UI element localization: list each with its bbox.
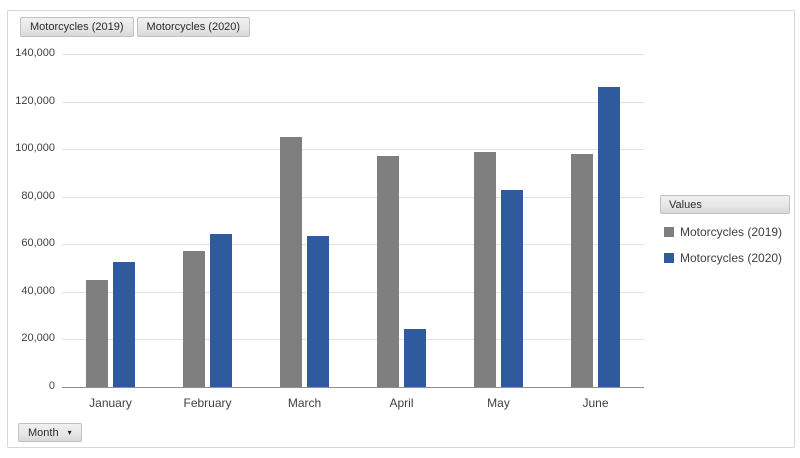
bar-motorcycles-2020-april[interactable]: [404, 328, 426, 387]
y-axis-tick-label: 0: [48, 380, 55, 392]
bar-motorcycles-2020-january[interactable]: [113, 262, 135, 387]
gridline: [62, 196, 644, 198]
chart-border-frame: [7, 10, 795, 448]
gridline: [62, 291, 644, 293]
x-axis-tick-label: March: [287, 396, 322, 410]
legend-swatch-motorcycles-2019: [664, 227, 674, 237]
field-button-motorcycles-2020[interactable]: Motorcycles (2020): [136, 17, 251, 37]
legend-swatch-motorcycles-2020: [664, 253, 674, 263]
x-axis-tick-label: June: [582, 396, 609, 410]
legend-item: Motorcycles (2019): [664, 219, 796, 245]
month-axis-field-button[interactable]: Month ▾: [18, 423, 82, 442]
plot-area: [62, 54, 644, 388]
field-buttons: Motorcycles (2019) Motorcycles (2020): [20, 17, 251, 37]
month-axis-field-label: Month: [28, 426, 59, 439]
gridline: [62, 54, 644, 55]
bar-motorcycles-2019-june[interactable]: [571, 153, 593, 387]
bar-motorcycles-2019-april[interactable]: [377, 156, 399, 387]
y-axis-tick-label: 140,000: [15, 47, 55, 59]
legend-item: Motorcycles (2020): [664, 245, 796, 271]
bar-motorcycles-2019-march[interactable]: [280, 137, 302, 387]
field-button-motorcycles-2019[interactable]: Motorcycles (2019): [20, 17, 134, 37]
gridline: [62, 149, 644, 151]
x-axis-tick-label: February: [183, 396, 232, 410]
bar-motorcycles-2020-march[interactable]: [307, 235, 329, 387]
y-axis-tick-label: 80,000: [21, 189, 55, 202]
x-axis-tick-label: April: [389, 396, 414, 410]
bar-motorcycles-2020-june[interactable]: [598, 87, 620, 387]
y-axis-tick-label: 20,000: [21, 332, 55, 345]
x-axis-tick-label: May: [487, 396, 510, 410]
legend-item-label: Motorcycles (2019): [680, 225, 783, 239]
bar-motorcycles-2020-may[interactable]: [501, 189, 523, 387]
bar-motorcycles-2019-january[interactable]: [86, 279, 108, 387]
y-axis-tick-label: 100,000: [15, 142, 55, 155]
bar-motorcycles-2019-may[interactable]: [474, 151, 496, 387]
x-axis-line: [62, 387, 644, 388]
bar-motorcycles-2019-february[interactable]: [183, 251, 205, 387]
x-axis-tick-label: January: [89, 396, 132, 410]
chevron-down-icon: ▾: [67, 427, 72, 437]
x-axis: January February March April May June: [62, 396, 644, 414]
y-axis-tick-label: 40,000: [21, 284, 55, 297]
gridline: [62, 244, 644, 246]
legend: Motorcycles (2019) Motorcycles (2020): [664, 219, 796, 271]
gridline: [62, 101, 644, 103]
gridline: [62, 339, 644, 341]
y-axis-tick-label: 120,000: [15, 94, 55, 107]
y-axis: 0 20,000 40,000 60,000 80,000 100,000 120,000 1…: [0, 47, 55, 392]
values-field-button[interactable]: Values: [660, 195, 790, 214]
y-axis-tick-label: 60,000: [21, 237, 55, 250]
legend-item-label: Motorcycles (2020): [680, 251, 783, 265]
bar-motorcycles-2020-february[interactable]: [210, 233, 232, 387]
